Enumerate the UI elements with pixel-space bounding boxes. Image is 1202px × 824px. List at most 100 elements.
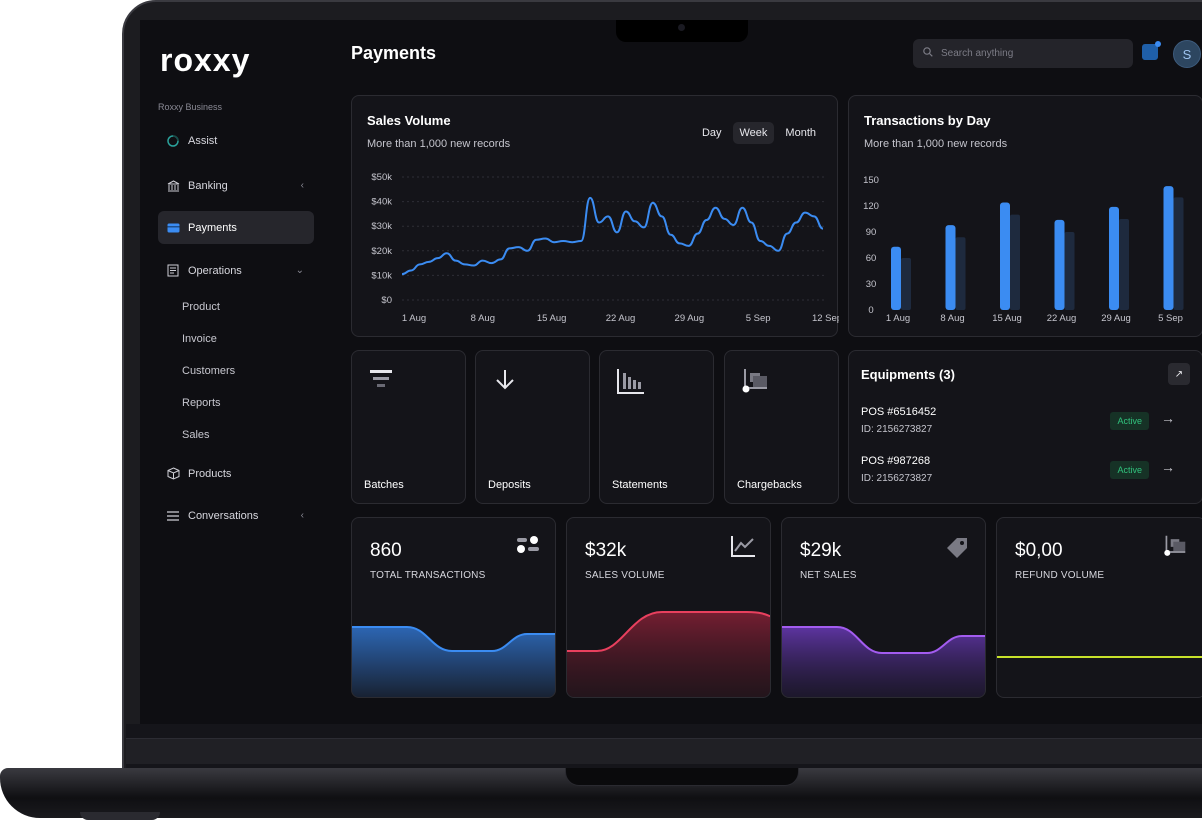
sidebar-item-conversations[interactable]: Conversations ‹ [158, 499, 314, 532]
status-badge: Active [1110, 412, 1149, 430]
stat-card-net-sales[interactable]: $29k NET SALES [781, 517, 986, 698]
menu-icon [166, 509, 180, 523]
chargebacks-tile[interactable]: Chargebacks [724, 350, 839, 504]
arrow-right-icon[interactable]: → [1161, 410, 1175, 426]
x-tick-label: 22 Aug [606, 313, 636, 324]
sidebar-item-assist[interactable]: Assist [158, 124, 314, 157]
dolly-icon [1163, 534, 1187, 563]
brand-logo[interactable]: roxxy [160, 42, 251, 78]
sidebar-item-label: Assist [188, 134, 218, 147]
bar [1163, 186, 1174, 310]
statements-tile[interactable]: Statements [599, 350, 714, 504]
search-placeholder: Search anything [941, 48, 1014, 59]
y-tick-label: 60 [866, 253, 877, 264]
range-day-button[interactable]: Day [701, 127, 722, 139]
camera-notch [616, 20, 748, 42]
tile-label: Deposits [488, 479, 531, 491]
tag-icon [943, 534, 971, 565]
stat-card-total-transactions[interactable]: 860 TOTAL TRANSACTIONS [351, 517, 556, 698]
stat-card-sales-volume[interactable]: $32k SALES VOLUME [566, 517, 771, 698]
tile-label: Batches [364, 479, 404, 491]
sales-volume-line-chart: $0 $10k $20k $30k $40k $50k 1 Aug 8 Aug 15 Aug 22… [371, 172, 839, 324]
stat-label: SALES VOLUME [585, 570, 665, 581]
y-tick-label: $50k [371, 172, 392, 183]
bar [945, 225, 956, 310]
toggle-icon [515, 534, 541, 561]
bar [1109, 206, 1119, 310]
sidebar-item-label: Payments [188, 221, 237, 234]
equipment-name: POS #6516452 [861, 406, 937, 418]
app-screen: roxxy Roxxy Business Assist Banking ‹ Pa… [140, 20, 1202, 724]
laptop-chin [126, 738, 1202, 764]
y-tick-label: $20k [371, 246, 392, 257]
equipment-id: ID: 2156273827 [861, 424, 933, 435]
stat-wave-chart [352, 626, 555, 697]
bar-secondary [1010, 214, 1020, 310]
card-title: Sales Volume [367, 113, 451, 128]
equipments-card: Equipments (3) ↗ POS #6516452 ID: 215627… [848, 350, 1202, 504]
sidebar-subitem-customers[interactable]: Customers [182, 365, 236, 377]
stat-value: $32k [585, 540, 627, 561]
x-tick-label: 1 Aug [886, 313, 910, 324]
y-tick-label: 90 [866, 227, 877, 238]
y-tick-label: $30k [371, 221, 392, 232]
sidebar-subitem-invoice[interactable]: Invoice [182, 333, 217, 345]
stat-flat-line [997, 656, 1202, 658]
batches-tile[interactable]: Batches [351, 350, 466, 504]
filter-icon [368, 367, 394, 398]
bar-secondary [901, 258, 911, 310]
sidebar-subitem-sales[interactable]: Sales [182, 429, 210, 441]
range-week-button[interactable]: Week [732, 122, 775, 144]
search-input[interactable]: Search anything [913, 39, 1133, 68]
camera-icon [678, 24, 685, 31]
bar-secondary [1064, 232, 1075, 310]
equipment-row[interactable]: POS #987268 ID: 2156273827 Active → [861, 455, 1187, 495]
stat-card-refund-volume[interactable]: $0,00 REFUND VOLUME [996, 517, 1202, 698]
chevron-left-icon: ‹ [300, 510, 304, 521]
equipment-name: POS #987268 [861, 455, 931, 467]
sidebar-item-products[interactable]: Products [158, 457, 314, 490]
notification-icon[interactable] [1142, 41, 1161, 60]
stat-label: TOTAL TRANSACTIONS [370, 570, 486, 581]
range-month-button[interactable]: Month [785, 127, 816, 139]
equipment-row[interactable]: POS #6516452 ID: 2156273827 Active → [861, 406, 1187, 446]
bank-icon [166, 179, 180, 193]
bar [1000, 202, 1010, 310]
x-tick-label: 22 Aug [1047, 313, 1077, 324]
spinner-icon [166, 134, 180, 148]
x-tick-label: 8 Aug [940, 313, 964, 324]
stat-value: $29k [800, 540, 842, 561]
notification-dot [1155, 41, 1161, 47]
sidebar-subitem-product[interactable]: Product [182, 301, 220, 313]
external-link-icon[interactable]: ↗ [1168, 363, 1190, 385]
arrow-down-icon [492, 367, 518, 398]
stat-label: REFUND VOLUME [1015, 570, 1105, 581]
sidebar-item-banking[interactable]: Banking ‹ [158, 169, 314, 202]
y-tick-label: 0 [868, 305, 873, 316]
x-tick-label: 29 Aug [1101, 313, 1131, 324]
chevron-down-icon: ⌄ [295, 265, 304, 276]
line-chart-icon [730, 534, 756, 563]
search-icon [923, 47, 933, 60]
stat-value: $0,00 [1015, 540, 1063, 561]
equipment-id: ID: 2156273827 [861, 473, 933, 484]
arrow-right-icon[interactable]: → [1161, 459, 1175, 475]
x-tick-label: 15 Aug [537, 313, 567, 324]
receipt-icon [166, 264, 180, 278]
y-tick-label: $0 [381, 295, 392, 306]
sidebar-item-payments[interactable]: Payments [158, 211, 314, 244]
sidebar-item-label: Products [188, 467, 232, 480]
y-tick-label: 150 [863, 175, 879, 186]
deposits-tile[interactable]: Deposits [475, 350, 590, 504]
sidebar-subitem-reports[interactable]: Reports [182, 397, 221, 409]
stat-wave-chart [782, 626, 985, 697]
y-tick-label: $40k [371, 197, 392, 208]
sidebar-item-label: Banking [188, 179, 228, 192]
sidebar-item-operations[interactable]: Operations ⌄ [158, 254, 314, 287]
box-icon [166, 467, 180, 481]
card-subtitle: More than 1,000 new records [367, 138, 511, 150]
sidebar-item-label: Conversations [188, 509, 259, 522]
x-tick-label: 8 Aug [471, 313, 495, 324]
y-tick-label: 30 [866, 279, 877, 290]
avatar[interactable]: S [1173, 40, 1201, 68]
